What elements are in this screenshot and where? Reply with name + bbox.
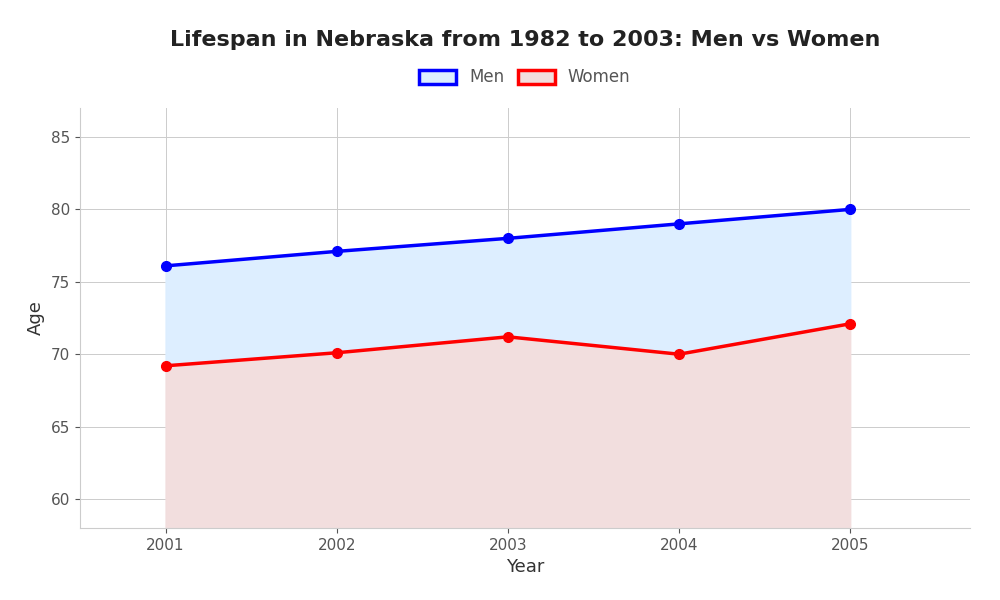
Legend: Men, Women: Men, Women — [413, 62, 637, 93]
Y-axis label: Age: Age — [27, 301, 45, 335]
Title: Lifespan in Nebraska from 1982 to 2003: Men vs Women: Lifespan in Nebraska from 1982 to 2003: … — [170, 29, 880, 49]
X-axis label: Year: Year — [506, 558, 544, 576]
